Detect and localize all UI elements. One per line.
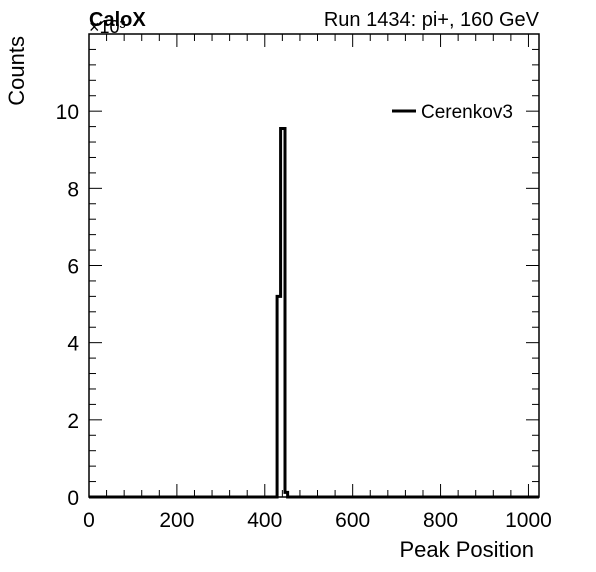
y-tick-label: 6 [67, 256, 79, 279]
legend-label-cerenkov3: Cerenkov3 [421, 102, 513, 123]
y-tick-label: 10 [56, 101, 79, 124]
experiment-label: CaloX [89, 9, 146, 31]
y-tick-label: 8 [67, 178, 79, 201]
axis-ticks [88, 33, 539, 498]
x-axis-label: Peak Position [399, 537, 534, 562]
y-multiplier-label: ×10³ [89, 17, 126, 37]
x-tick-label: 600 [335, 509, 370, 532]
x-tick-label: 0 [83, 509, 95, 532]
run-label: Run 1434: pi+, 160 GeV [324, 9, 540, 31]
series-line-cerenkov3 [89, 127, 539, 499]
legend: Cerenkov3 [392, 102, 513, 123]
y-axis-label: Counts [4, 36, 29, 106]
x-tick-label: 200 [159, 509, 194, 532]
x-tick-label: 1000 [505, 509, 552, 532]
y-tick-label: 4 [67, 333, 79, 356]
y-tick-label: 2 [67, 410, 79, 433]
x-tick-label: 400 [247, 509, 282, 532]
axis-tick-labels: 0 200 400 600 800 1000 0 2 4 6 8 10 [56, 101, 552, 532]
y-tick-label: 0 [67, 487, 79, 510]
x-tick-label: 800 [423, 509, 458, 532]
